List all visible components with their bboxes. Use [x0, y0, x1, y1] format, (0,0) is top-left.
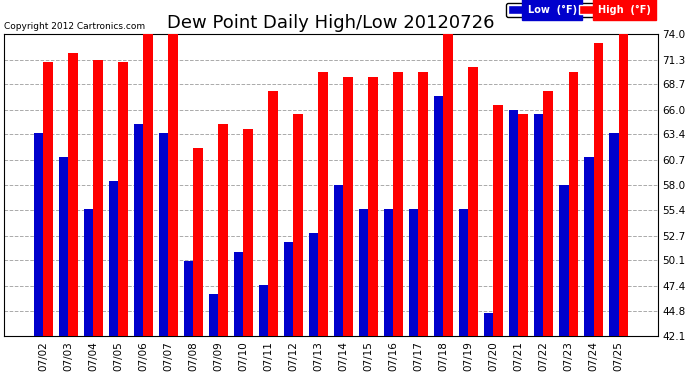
- Bar: [119, 62, 128, 336]
- Bar: [484, 314, 493, 336]
- Title: Dew Point Daily High/Low 20120726: Dew Point Daily High/Low 20120726: [167, 14, 495, 32]
- Bar: [409, 209, 418, 336]
- Bar: [518, 114, 528, 336]
- Bar: [219, 124, 228, 336]
- Bar: [84, 209, 93, 336]
- Bar: [418, 72, 428, 336]
- Bar: [184, 261, 193, 336]
- Bar: [584, 157, 593, 336]
- Bar: [509, 110, 518, 336]
- Bar: [109, 181, 119, 336]
- Bar: [459, 209, 469, 336]
- Bar: [293, 114, 303, 336]
- Bar: [144, 34, 153, 336]
- Bar: [159, 134, 168, 336]
- Bar: [134, 124, 144, 336]
- Bar: [193, 148, 203, 336]
- Bar: [309, 233, 319, 336]
- Bar: [618, 34, 628, 336]
- Bar: [234, 252, 244, 336]
- Bar: [444, 34, 453, 336]
- Bar: [284, 242, 293, 336]
- Bar: [268, 91, 278, 336]
- Bar: [609, 134, 618, 336]
- Bar: [569, 72, 578, 336]
- Bar: [344, 76, 353, 336]
- Bar: [168, 34, 178, 336]
- Bar: [43, 62, 53, 336]
- Bar: [384, 209, 393, 336]
- Bar: [359, 209, 368, 336]
- Bar: [534, 114, 544, 336]
- Bar: [209, 294, 219, 336]
- Bar: [93, 60, 103, 336]
- Bar: [368, 76, 378, 336]
- Text: Copyright 2012 Cartronics.com: Copyright 2012 Cartronics.com: [4, 22, 146, 31]
- Bar: [334, 186, 344, 336]
- Bar: [393, 72, 403, 336]
- Bar: [319, 72, 328, 336]
- Legend: Low  (°F), High  (°F): Low (°F), High (°F): [506, 3, 653, 16]
- Bar: [34, 134, 43, 336]
- Bar: [493, 105, 503, 336]
- Bar: [434, 96, 444, 336]
- Bar: [68, 53, 78, 336]
- Bar: [559, 186, 569, 336]
- Bar: [593, 44, 603, 336]
- Bar: [259, 285, 268, 336]
- Bar: [469, 67, 478, 336]
- Bar: [244, 129, 253, 336]
- Bar: [59, 157, 68, 336]
- Bar: [544, 91, 553, 336]
